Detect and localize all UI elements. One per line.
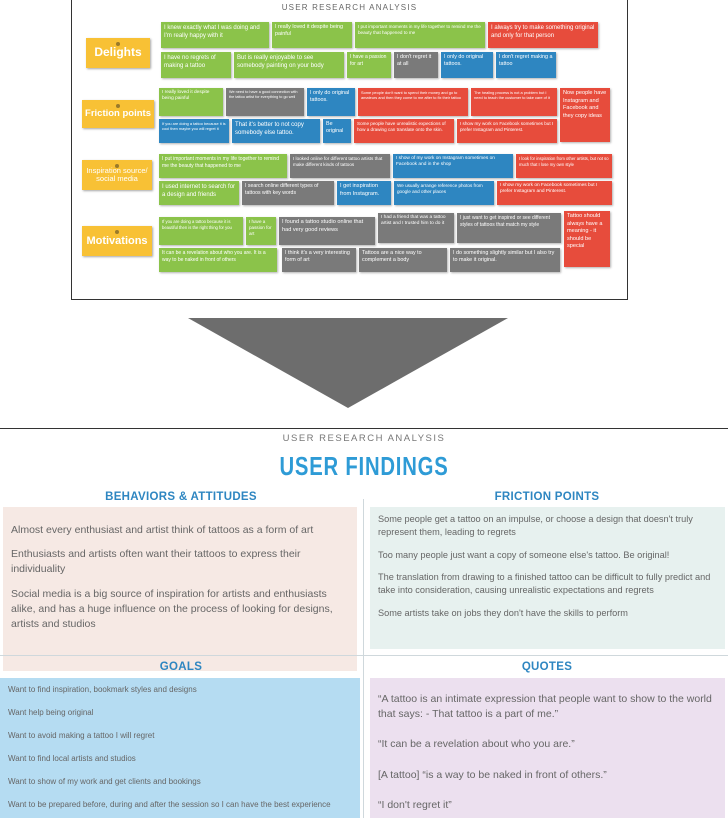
board-title: USER RESEARCH ANALYSIS [281, 3, 418, 12]
sticky-note: I put important moments in my life toget… [355, 22, 485, 48]
behavior-item: Almost every enthusiast and artist think… [11, 524, 314, 536]
sticky-note: I don't regret it at all [394, 52, 438, 78]
behaviors-heading: BEHAVIORS & ATTITUDES [105, 491, 257, 503]
sticky-note: I have no regrets of making a tattoo [161, 52, 231, 78]
behaviors-box: Almost every enthusiast and artist think… [3, 507, 357, 671]
friction-box: Some people get a tattoo on an impulse, … [370, 507, 725, 649]
quote-item: [A tattoo] “is a way to be naked in fron… [378, 768, 607, 781]
friction-heading: FRICTION POINTS [494, 491, 600, 503]
pin-icon [115, 164, 119, 168]
sticky-note: I put important moments in my life toget… [159, 154, 287, 178]
sticky-note: But is really enjoyable to see somebody … [234, 52, 344, 78]
sticky-note: I only do original tattoos. [307, 88, 355, 116]
goals-heading: GOALS [159, 661, 203, 673]
goal-item: Want help being original [8, 708, 94, 717]
sticky-note: That it's better to not copy somebody el… [232, 119, 320, 143]
sticky-note: If you are doing a tattoo because it is … [159, 119, 229, 143]
pin-icon [116, 42, 120, 46]
sticky-note: I do something slightly similar but I al… [450, 248, 560, 272]
sticky-note: I don't regret making a tattoo [496, 52, 556, 78]
quotes-box: “A tattoo is an intimate expression that… [370, 678, 725, 818]
sticky-note: I really loved it despite being painful [159, 88, 223, 116]
category-label: Delights [94, 45, 142, 60]
sticky-note: Now people have Instagram and Facebook a… [560, 88, 610, 142]
goals-box: Want to find inspiration, bookmark style… [0, 678, 360, 818]
pin-icon [116, 104, 120, 108]
category-label: Motivations [86, 234, 148, 247]
sticky-note: I just want to get inspired or see diffe… [457, 213, 561, 243]
sticky-note: I knew exactly what I was doing and I'm … [161, 22, 269, 48]
category-label: Friction points [85, 107, 151, 119]
sticky-note: I really loved it despite being painful [272, 22, 352, 48]
category-delights: Delights [86, 38, 150, 68]
sticky-note: I have a passion for art [246, 217, 276, 245]
sticky-note: Tattoo should always have a meaning - it… [564, 211, 610, 267]
findings-panel: USER RESEARCH ANALYSIS USER FINDINGS BEH… [0, 428, 728, 818]
sticky-note: I think it's a very interesting form of … [282, 248, 356, 272]
vertical-divider [363, 499, 364, 818]
pin-icon [115, 230, 119, 234]
sticky-note: Some people have unrealistic expections … [354, 119, 454, 143]
behavior-item: Enthusiasts and artists often want their… [11, 548, 301, 576]
sticky-note: Some people don't want to spend their mo… [358, 88, 468, 116]
goal-item: Want to avoid making a tattoo I will reg… [8, 731, 155, 740]
friction-item: Too many people just want a copy of some… [378, 549, 670, 560]
goal-item: Want to show of my work and get clients … [8, 777, 201, 786]
quotes-heading: QUOTES [521, 661, 573, 673]
sticky-note: It can be a revelation about who you are… [159, 248, 277, 272]
sticky-note: I only do original tattoos. [441, 52, 493, 78]
category-friction-points: Friction points [82, 100, 154, 128]
friction-item: Some artists take on jobs they don't hav… [378, 607, 628, 618]
sticky-note: I show my work on Facebook sometimes but… [497, 181, 612, 205]
category-motivations: Motivations [82, 226, 152, 256]
goal-item: Want to find local artists and studios [8, 754, 136, 763]
sticky-note: I used internet to search for a design a… [159, 181, 239, 205]
sticky-note: I search online different types of tatto… [242, 181, 334, 205]
friction-item: The translation from drawing to a finish… [378, 572, 711, 596]
sticky-note: I get inspiration from Instagram. [337, 181, 391, 205]
goal-item: Want to find inspiration, bookmark style… [8, 685, 197, 694]
sticky-note: I have a passion for art [347, 52, 391, 78]
friction-item: Some people get a tattoo on an impulse, … [378, 514, 693, 538]
sticky-note: I found a tattoo studio online that had … [279, 217, 375, 245]
sticky-note: I always try to make something original … [488, 22, 598, 48]
sticky-note: If you are doing a tattoo because it is … [159, 217, 243, 245]
sticky-note: The healing process is not a problem but… [471, 88, 557, 116]
sticky-note: We need to have a good connection with t… [226, 88, 304, 116]
affinity-board: USER RESEARCH ANALYSIS Delights Friction… [71, 0, 628, 300]
sticky-note: Tattoos are a nice way to complement a b… [359, 248, 447, 272]
down-arrow-icon [188, 318, 508, 408]
sticky-note: I looked online for different tattoo art… [290, 154, 390, 178]
sticky-note: I had a friend that was a tattoo artist … [378, 213, 454, 243]
quote-item: “I don't regret it” [378, 798, 452, 811]
goal-item: Want to be prepared before, during and a… [8, 800, 331, 809]
sticky-note: I look for inspiration from other artist… [516, 154, 612, 178]
findings-title: USER FINDINGS [279, 451, 449, 481]
behavior-item: Social media is a big source of inspirat… [11, 587, 333, 631]
sticky-note: I show of my work on Instagram sometimes… [393, 154, 513, 178]
quote-item: “It can be a revelation about who you ar… [378, 738, 575, 751]
category-label: Inspiration source/ social media [86, 165, 148, 183]
category-inspiration: Inspiration source/ social media [82, 160, 152, 190]
sticky-note: Be original [323, 119, 351, 143]
quote-item: “A tattoo is an intimate expression that… [378, 693, 712, 721]
horizontal-divider [0, 655, 728, 656]
sticky-note: I show my work on Facebook sometimes but… [457, 119, 557, 143]
sticky-note: We usually arrange reference photos from… [394, 181, 494, 205]
findings-subtitle: USER RESEARCH ANALYSIS [282, 433, 446, 444]
